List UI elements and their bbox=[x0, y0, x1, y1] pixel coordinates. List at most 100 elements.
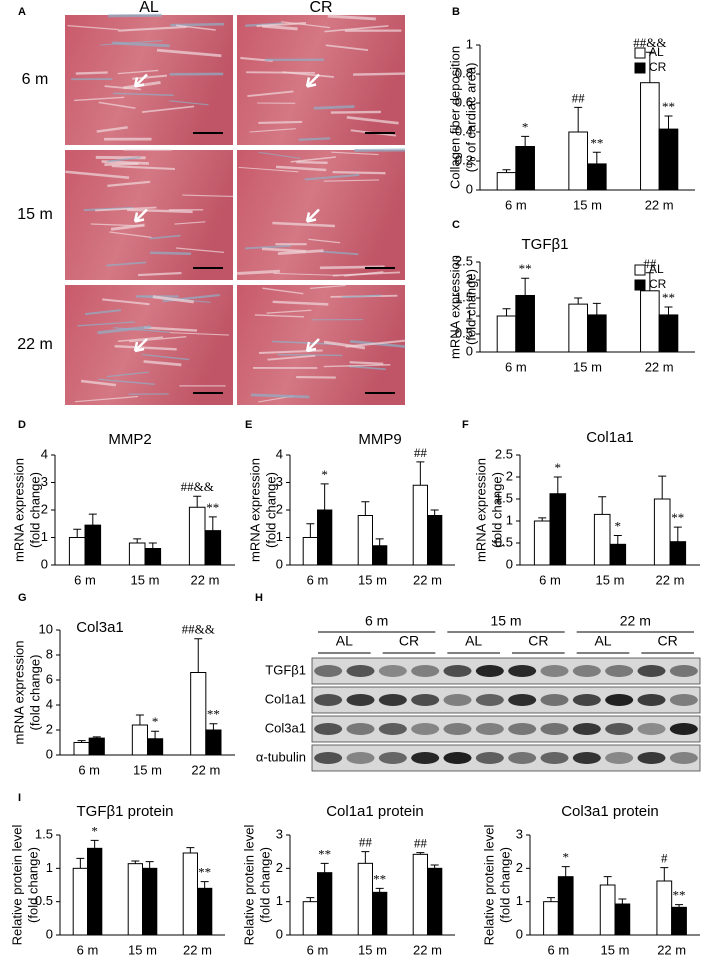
tissue-streak bbox=[108, 15, 161, 16]
significance-label: ** bbox=[207, 707, 220, 722]
error-bar bbox=[209, 517, 217, 531]
tissue-streak bbox=[353, 74, 405, 75]
significance-label: ## bbox=[572, 90, 586, 105]
error-bar bbox=[618, 899, 626, 904]
tissue-streak bbox=[150, 253, 191, 254]
x-tick-label: 15 m bbox=[573, 359, 602, 374]
panel-letter: H bbox=[255, 592, 263, 604]
bar bbox=[641, 291, 660, 352]
significance-label: ** bbox=[662, 99, 675, 114]
y-tick-label: 1 bbox=[41, 529, 48, 544]
significance-label: * bbox=[91, 823, 98, 838]
band bbox=[638, 752, 666, 764]
x-tick-label: 15 m bbox=[601, 942, 630, 957]
bar bbox=[672, 907, 687, 935]
significance-label: ** bbox=[206, 500, 219, 515]
band bbox=[314, 665, 342, 677]
y-tick-label: 2 bbox=[276, 501, 283, 516]
x-tick-label: 15 m bbox=[358, 572, 387, 587]
legend-swatch bbox=[635, 280, 645, 290]
y-tick-label: 4 bbox=[46, 696, 53, 711]
band bbox=[347, 752, 375, 764]
x-tick-label: 22 m bbox=[645, 197, 674, 212]
band bbox=[444, 752, 472, 764]
error-bar bbox=[361, 852, 369, 864]
bar bbox=[145, 549, 161, 566]
tissue-streak bbox=[258, 122, 302, 123]
band bbox=[379, 723, 407, 735]
significance-label: ##&& bbox=[181, 479, 214, 494]
band bbox=[476, 723, 504, 735]
bar bbox=[588, 164, 607, 190]
bar bbox=[373, 546, 387, 565]
band bbox=[541, 723, 569, 735]
error-bar bbox=[146, 862, 154, 869]
band bbox=[508, 694, 536, 706]
band bbox=[573, 752, 601, 764]
error-bar bbox=[431, 510, 439, 516]
error-bar bbox=[306, 524, 314, 538]
error-bar bbox=[503, 309, 511, 316]
protein-label: α-tubulin bbox=[256, 749, 306, 764]
significance-label: ** bbox=[373, 871, 386, 886]
y-tick-label: 1 bbox=[276, 529, 283, 544]
band bbox=[411, 665, 439, 677]
band bbox=[314, 723, 342, 735]
y-tick-label: 1 bbox=[506, 512, 513, 527]
legend-swatch bbox=[635, 265, 645, 275]
band bbox=[541, 694, 569, 706]
protein-label: TGFβ1 bbox=[265, 662, 306, 677]
x-tick-label: 22 m bbox=[656, 572, 685, 587]
tissue-streak bbox=[296, 377, 336, 378]
tissue-streak bbox=[296, 162, 327, 163]
y-axis-label: (fold change) bbox=[257, 847, 272, 923]
band bbox=[379, 752, 407, 764]
tissue-streak bbox=[76, 72, 108, 73]
bar bbox=[569, 304, 588, 352]
bar bbox=[318, 510, 332, 565]
bar bbox=[670, 542, 686, 565]
bar bbox=[657, 881, 672, 935]
panel-letter: G bbox=[18, 592, 27, 604]
x-tick-label: 6 m bbox=[77, 942, 99, 957]
y-axis-label: (fold change) bbox=[25, 847, 40, 923]
bar bbox=[183, 853, 197, 935]
significance-label: ## bbox=[414, 836, 428, 851]
y-tick-label: 2.5 bbox=[495, 446, 513, 461]
group-label: AL bbox=[594, 633, 611, 649]
bar bbox=[428, 868, 442, 935]
y-tick-label: 2 bbox=[276, 860, 283, 875]
y-tick-label: 0.5 bbox=[455, 325, 473, 340]
significance-label: ** bbox=[519, 261, 532, 276]
band bbox=[347, 723, 375, 735]
error-bar bbox=[133, 539, 141, 543]
significance-label: * bbox=[522, 119, 529, 134]
significance-label: ** bbox=[673, 888, 686, 903]
band bbox=[347, 665, 375, 677]
y-axis-label: mRNA expression bbox=[447, 255, 462, 359]
chart-title: MMP9 bbox=[358, 431, 401, 448]
error-bar bbox=[554, 477, 562, 494]
tissue-streak bbox=[331, 112, 381, 113]
band bbox=[638, 665, 666, 677]
band bbox=[573, 723, 601, 735]
x-tick-label: 22 m bbox=[191, 572, 220, 587]
band bbox=[670, 752, 698, 764]
bar bbox=[558, 877, 573, 935]
bar bbox=[89, 738, 104, 755]
legend-swatch bbox=[635, 63, 645, 73]
band bbox=[573, 665, 601, 677]
band bbox=[508, 665, 536, 677]
error-bar bbox=[136, 715, 144, 725]
band bbox=[638, 694, 666, 706]
bar bbox=[73, 868, 87, 935]
x-tick-label: 15 m bbox=[573, 197, 602, 212]
panel-letter: D bbox=[18, 419, 26, 431]
